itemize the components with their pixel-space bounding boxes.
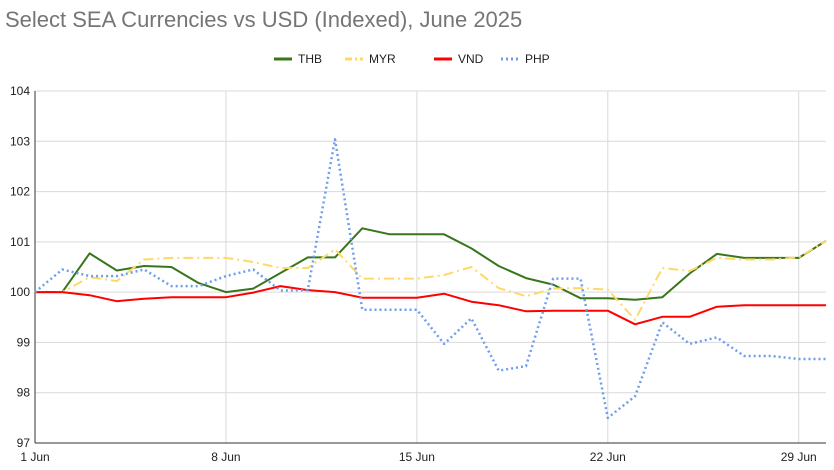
x-tick-label: 8 Jun bbox=[211, 450, 240, 464]
legend-label-myr: MYR bbox=[369, 52, 396, 66]
y-tick-label: 102 bbox=[10, 185, 30, 199]
axes bbox=[34, 91, 826, 444]
series-line-myr bbox=[35, 240, 827, 321]
y-tick-label: 103 bbox=[10, 134, 30, 148]
series-line-php bbox=[34, 138, 826, 420]
x-tick-label: 29 Jun bbox=[781, 450, 817, 464]
x-tick-label: 15 Jun bbox=[399, 450, 435, 464]
legend-label-php: PHP bbox=[525, 52, 550, 66]
tick-labels: 97 98 99 100 101 102 103 104 1 Jun 8 Jun 15 Jun 22 … bbox=[10, 84, 817, 464]
series-line-vnd bbox=[35, 285, 826, 326]
x-tick-label: 1 Jun bbox=[20, 450, 49, 464]
x-tick-label: 22 Jun bbox=[590, 450, 626, 464]
legend-label-thb: THB bbox=[298, 52, 322, 66]
y-tick-label: 101 bbox=[10, 235, 30, 249]
legend-label-vnd: VND bbox=[458, 52, 484, 66]
y-tick-label: 104 bbox=[10, 84, 30, 98]
grid-lines bbox=[35, 90, 826, 444]
y-tick-label: 100 bbox=[10, 285, 30, 299]
y-tick-label: 99 bbox=[17, 335, 31, 349]
legend: THB MYR VND PHP bbox=[274, 52, 550, 66]
series-line-thb bbox=[35, 227, 827, 301]
y-tick-label: 98 bbox=[17, 386, 31, 400]
y-tick-label: 97 bbox=[17, 436, 31, 450]
series-lines bbox=[34, 138, 827, 420]
chart-title: Select SEA Currencies vs USD (Indexed), … bbox=[5, 7, 523, 32]
